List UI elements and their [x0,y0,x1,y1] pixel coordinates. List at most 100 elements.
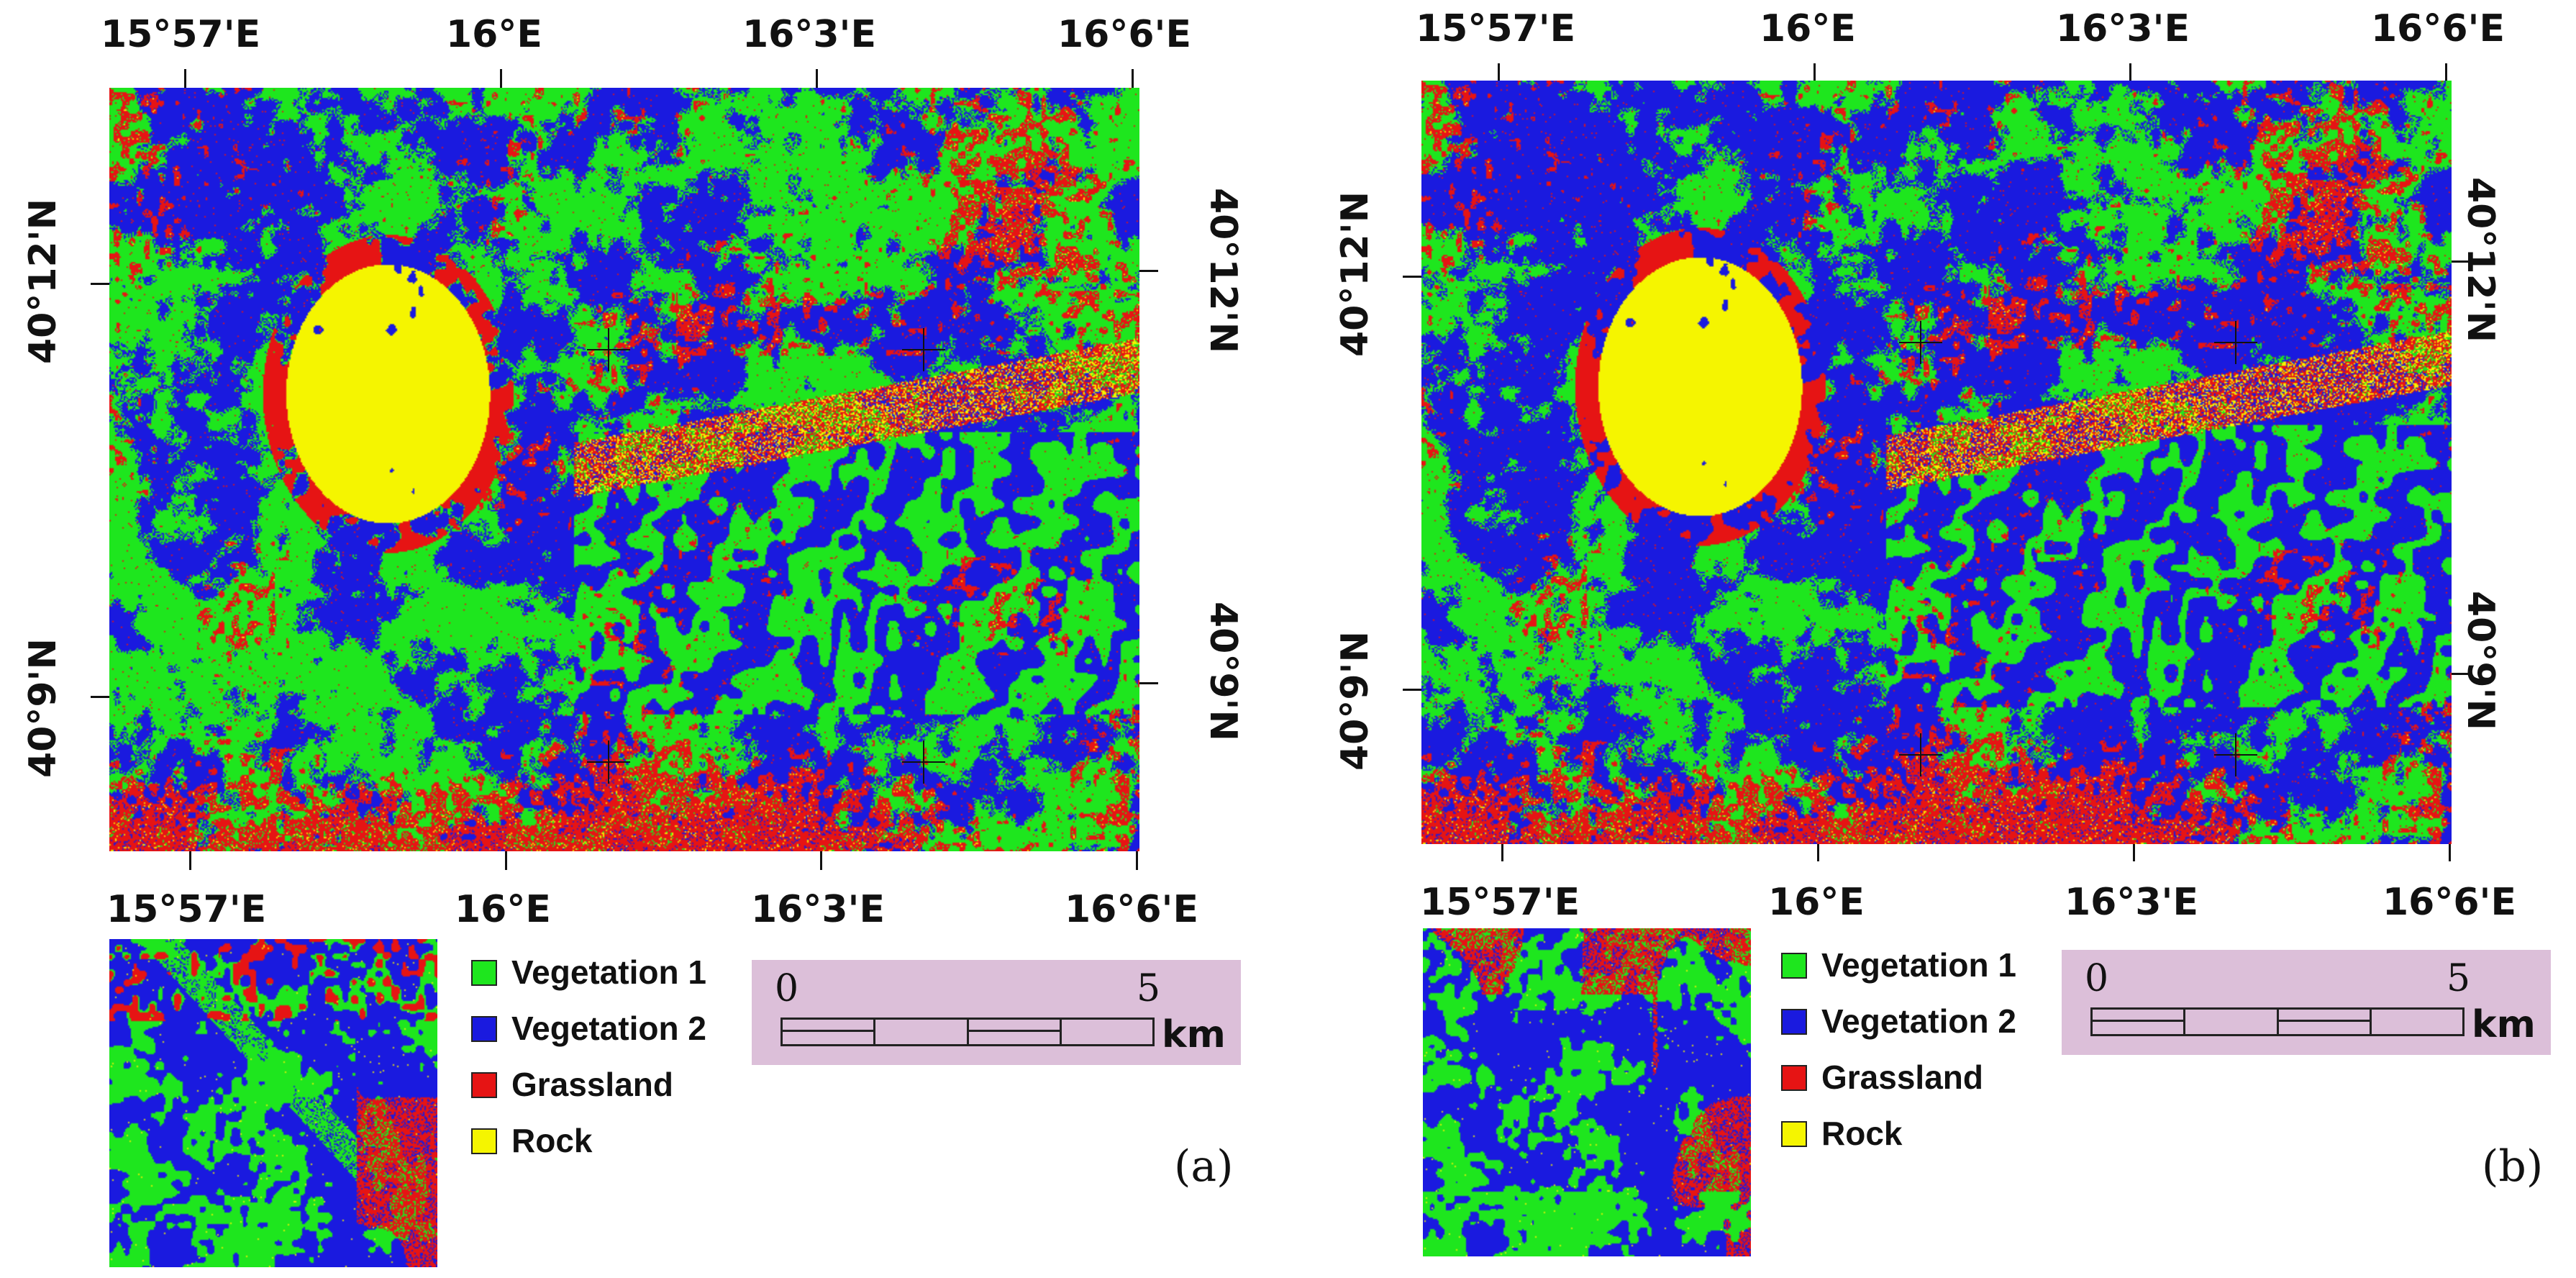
legend-label: Vegetation 1 [1821,946,2016,984]
lon-label-top: 16°E [1760,7,1856,50]
tick [1139,270,1158,272]
tick [500,69,502,88]
tick [91,696,109,698]
scale-segment [873,1018,967,1046]
lon-label-top: 16°3'E [742,13,876,56]
lon-label-top: 15°57'E [101,13,261,56]
legend-label: Vegetation 2 [511,1010,706,1047]
lat-label-left: 40°12'N [1334,191,1377,357]
lat-label-right: 40°9'N [2459,591,2502,730]
legend-label: Rock [1821,1115,1903,1152]
land-cover-raster [1421,81,2452,844]
scale-segment [2183,1007,2277,1036]
lon-label-top: 15°57'E [1416,7,1576,50]
tick [1501,844,1503,861]
scale-unit-label: km [2472,1003,2536,1046]
tick [2452,673,2470,675]
tick [1403,689,1421,691]
tick [1817,844,1819,861]
scale-end-label: 5 [1137,967,1161,1010]
scale-end-label: 5 [2447,957,2471,1000]
legend-swatch [1781,1121,1807,1147]
panel-tag: (a) [1174,1141,1234,1192]
tick [1139,682,1158,684]
lat-label-right: 40°12'N [1201,188,1244,354]
legend-swatch [1781,953,1807,979]
scale-segment [1059,1018,1155,1046]
lon-label-top: 16°6'E [2371,7,2505,50]
lon-label-bottom: 16°6'E [1065,888,1198,931]
lat-label-left: 40°9'N [22,638,65,778]
lon-label-bottom: 16°3'E [751,888,885,931]
scale-bar-a: 0 5 km [752,960,1241,1065]
lat-label-right: 40°12'N [2459,177,2502,343]
tick [2133,844,2135,861]
lon-label-bottom: 15°57'E [1420,881,1580,924]
tick [505,851,507,870]
graticule-cross [587,740,630,784]
lat-label-left: 40°9'N [1334,631,1377,771]
lon-label-bottom: 15°57'E [106,888,267,931]
legend-swatch [471,1016,497,1042]
graticule-cross [2214,321,2257,364]
lon-label-top: 16°E [446,13,542,56]
lon-label-bottom: 16°3'E [2065,881,2198,924]
scale-segment [2276,1007,2370,1036]
lon-label-bottom: 16°6'E [2382,881,2516,924]
scale-segment [2369,1007,2465,1036]
land-cover-raster [109,88,1139,851]
scale-segment [966,1018,1060,1046]
scale-bar-graphic [780,1018,1155,1046]
tick [1813,63,1816,81]
tick [2445,63,2447,81]
lat-label-right: 40°9'N [1201,602,1244,741]
graticule-cross [902,328,945,371]
inset-raster [1423,928,1751,1256]
tick [189,851,191,870]
inset-map-b [1423,928,1751,1256]
inset-raster [109,939,437,1267]
tick [2452,260,2470,263]
tick [1132,69,1134,88]
legend-swatch [471,960,497,986]
legend-swatch [471,1128,497,1154]
scale-start-label: 0 [2085,957,2109,1000]
graticule-cross [1899,733,1942,776]
graticule-cross [1899,321,1942,364]
graticule-cross [902,740,945,784]
legend-label: Grassland [1821,1059,1983,1096]
panel-b: 15°57'E 16°E 16°3'E 16°6'E 40°12'N 40°9'… [1288,0,2575,1278]
legend-swatch [471,1072,497,1098]
tick [1136,851,1138,870]
scale-start-label: 0 [775,967,799,1010]
lon-label-top: 16°3'E [2056,7,2190,50]
tick [1498,63,1500,81]
panel-a: 15°57'E 16°E 16°3'E 16°6'E 40°12'N 40°9'… [22,13,1244,1267]
scale-bar-b: 0 5 km [2062,950,2551,1055]
classification-map-b [1421,81,2452,844]
lon-label-top: 16°6'E [1057,13,1191,56]
lat-label-left: 40°12'N [22,198,65,364]
legend-swatch [1781,1009,1807,1035]
tick [184,69,186,88]
classification-map-a [109,88,1139,851]
legend-label: Rock [511,1122,593,1159]
tick [2129,63,2131,81]
tick [816,69,818,88]
lon-label-bottom: 16°E [1768,881,1865,924]
scale-unit-label: km [1162,1013,1226,1056]
panel-tag: (b) [2482,1141,2544,1192]
tick [1403,276,1421,278]
legend-label: Vegetation 2 [1821,1002,2016,1040]
legend-swatch [1781,1065,1807,1091]
legend-label: Vegetation 1 [511,953,706,991]
scale-segment [780,1018,874,1046]
tick [820,851,822,870]
scale-segment [2090,1007,2184,1036]
graticule-cross [2214,733,2257,776]
legend-label: Grassland [511,1066,673,1103]
tick [91,283,109,285]
lon-label-bottom: 16°E [455,888,551,931]
scale-bar-graphic [2090,1007,2465,1036]
inset-map-a [109,939,437,1267]
